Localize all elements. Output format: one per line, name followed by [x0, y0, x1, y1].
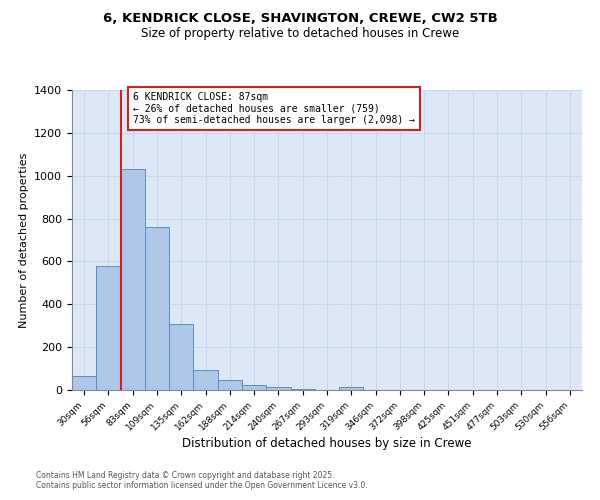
- Bar: [145, 227, 169, 390]
- Text: Size of property relative to detached houses in Crewe: Size of property relative to detached ho…: [141, 28, 459, 40]
- Bar: [193, 370, 218, 390]
- Bar: [96, 266, 121, 390]
- Bar: [266, 387, 290, 390]
- Text: Contains HM Land Registry data © Crown copyright and database right 2025.
Contai: Contains HM Land Registry data © Crown c…: [36, 470, 368, 490]
- Y-axis label: Number of detached properties: Number of detached properties: [19, 152, 29, 328]
- Bar: [218, 380, 242, 390]
- Bar: [121, 170, 145, 390]
- Text: 6 KENDRICK CLOSE: 87sqm
← 26% of detached houses are smaller (759)
73% of semi-d: 6 KENDRICK CLOSE: 87sqm ← 26% of detache…: [133, 92, 415, 126]
- Bar: [290, 389, 315, 390]
- Bar: [339, 388, 364, 390]
- Bar: [72, 376, 96, 390]
- Bar: [242, 386, 266, 390]
- Bar: [169, 324, 193, 390]
- X-axis label: Distribution of detached houses by size in Crewe: Distribution of detached houses by size …: [182, 438, 472, 450]
- Text: 6, KENDRICK CLOSE, SHAVINGTON, CREWE, CW2 5TB: 6, KENDRICK CLOSE, SHAVINGTON, CREWE, CW…: [103, 12, 497, 26]
